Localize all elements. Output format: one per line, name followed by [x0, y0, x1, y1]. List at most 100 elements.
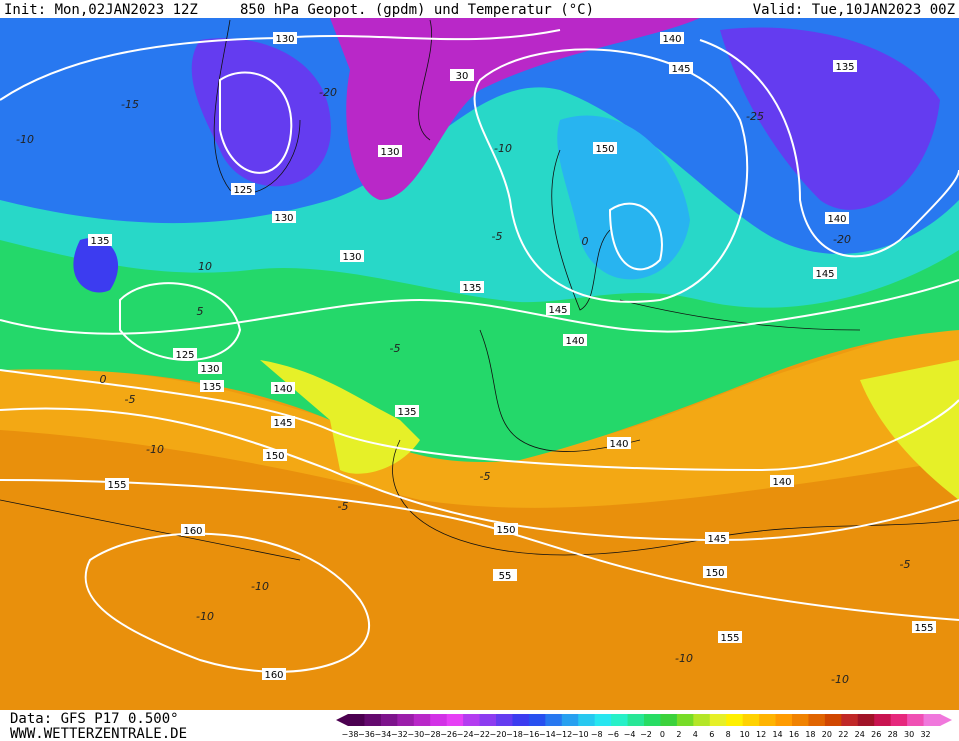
colorbar-label: −8	[591, 730, 603, 739]
colorbar-swatch	[709, 714, 727, 726]
colorbar-swatch	[693, 714, 711, 726]
colorbar-label: −14	[539, 730, 556, 739]
colorbar-swatch	[627, 714, 645, 726]
temperature-label: -10	[251, 580, 269, 593]
geopotential-label: 145	[548, 305, 567, 316]
colorbar-label: −12	[555, 730, 572, 739]
colorbar-swatch	[348, 714, 365, 726]
geopotential-label: 130	[342, 252, 361, 263]
colorbar-label: 22	[838, 730, 848, 739]
temperature-label: -5	[492, 230, 503, 243]
colorbar-arrow	[940, 714, 952, 726]
colorbar-label: −36	[358, 730, 375, 739]
colorbar-swatch	[611, 714, 629, 726]
geopotential-label: 130	[380, 147, 399, 158]
colorbar-swatch	[676, 714, 694, 726]
colorbar-label: 0	[660, 730, 665, 739]
colorbar-swatch	[594, 714, 612, 726]
colorbar-arrow	[336, 714, 348, 726]
colorbar-swatch	[874, 714, 892, 726]
data-source: Data: GFS P17 0.500°	[10, 711, 179, 727]
temperature-label: -15	[121, 98, 139, 111]
colorbar-label: −18	[506, 730, 523, 739]
colorbar-swatch	[775, 714, 793, 726]
geopotential-label-box	[660, 32, 684, 44]
temperature-label: -5	[390, 342, 401, 355]
geopotential-label-box	[198, 362, 222, 374]
geopotential-label-box	[262, 668, 286, 680]
geopotential-label-box	[181, 524, 205, 536]
geopotential-label: 135	[397, 407, 416, 418]
colorbar-label: 18	[805, 730, 815, 739]
colorbar-swatch	[660, 714, 678, 726]
geopotential-label-box	[173, 348, 197, 360]
colorbar-swatch	[824, 714, 842, 726]
colorbar-label: 4	[693, 730, 698, 739]
geopotential-label: 145	[815, 269, 834, 280]
colorbar-label: −6	[607, 730, 619, 739]
colorbar-label: 14	[772, 730, 782, 739]
geopotential-label: 125	[233, 185, 252, 196]
temperature-label: -10	[831, 673, 849, 686]
geopotential-label-box	[705, 532, 729, 544]
geopotential-label: 130	[274, 213, 293, 224]
colorbar-swatch	[923, 714, 941, 726]
colorbar-label: −26	[440, 730, 457, 739]
geopotential-label-box	[669, 62, 693, 74]
colorbar-label: −2	[640, 730, 652, 739]
colorbar-label: 26	[871, 730, 881, 739]
colorbar-swatch	[644, 714, 661, 726]
geopotential-label-box	[200, 380, 224, 392]
temperature-label: -5	[480, 470, 491, 483]
colorbar-label: −38	[342, 730, 359, 739]
contour-labels: 130 30 140 145 135 130 150 125 130 135 130 135 145 14…	[16, 32, 936, 686]
website: WWW.WETTERZENTRALE.DE	[10, 726, 187, 741]
geopotential-label-box	[703, 566, 727, 578]
geopotential-label-box	[378, 145, 402, 157]
geopotential-label-box	[105, 478, 129, 490]
colorbar-swatch	[446, 714, 464, 726]
geopotential-label: 150	[595, 144, 614, 155]
geopotential-label-box	[825, 212, 849, 224]
colorbar-swatch	[430, 714, 448, 726]
valid-time: Valid: Tue,10JAN2023 00Z	[753, 2, 955, 18]
colorbar-swatch	[759, 714, 777, 726]
colorbar-label: 6	[709, 730, 714, 739]
colorbar-swatch	[561, 714, 579, 726]
geopotential-label-box	[813, 267, 837, 279]
geopotential-label-box	[460, 281, 484, 293]
temperature-label: -10	[675, 652, 693, 665]
geopotential-label: 145	[273, 418, 292, 429]
geopotential-label: 55	[499, 571, 512, 582]
geopotential-label: 155	[914, 623, 933, 634]
colorbar-label: 2	[676, 730, 681, 739]
colorbar-label: 30	[904, 730, 914, 739]
geopotential-label-box	[231, 183, 255, 195]
colorbar-label: 32	[920, 730, 930, 739]
geopotential-label: 140	[565, 336, 584, 347]
temperature-label: -10	[494, 142, 512, 155]
colorbar-swatch	[578, 714, 596, 726]
temperature-label: -10	[16, 133, 34, 146]
colorbar-swatch	[479, 714, 497, 726]
geopotential-label: 125	[175, 350, 194, 361]
colorbar-label: −28	[424, 730, 441, 739]
temperature-label: -10	[146, 443, 164, 456]
temperature-label: -10	[196, 610, 214, 623]
geopotential-label: 155	[107, 480, 126, 491]
temperature-label: -5	[125, 393, 136, 406]
geopotential-label-box	[271, 416, 295, 428]
colorbar-label: −10	[572, 730, 589, 739]
geopotential-label-box	[770, 475, 794, 487]
temperature-label: 5	[197, 305, 204, 318]
temperature-label: 0	[100, 373, 107, 386]
geopotential-label-box	[272, 211, 296, 223]
colorbar-label: −30	[407, 730, 424, 739]
geopotential-label-box	[546, 303, 570, 315]
geopotential-label: 140	[273, 384, 292, 395]
geopotential-label: 130	[200, 364, 219, 375]
colorbar-swatch	[841, 714, 859, 726]
geopotential-label-box	[593, 142, 617, 154]
geopotential-label: 150	[265, 451, 284, 462]
